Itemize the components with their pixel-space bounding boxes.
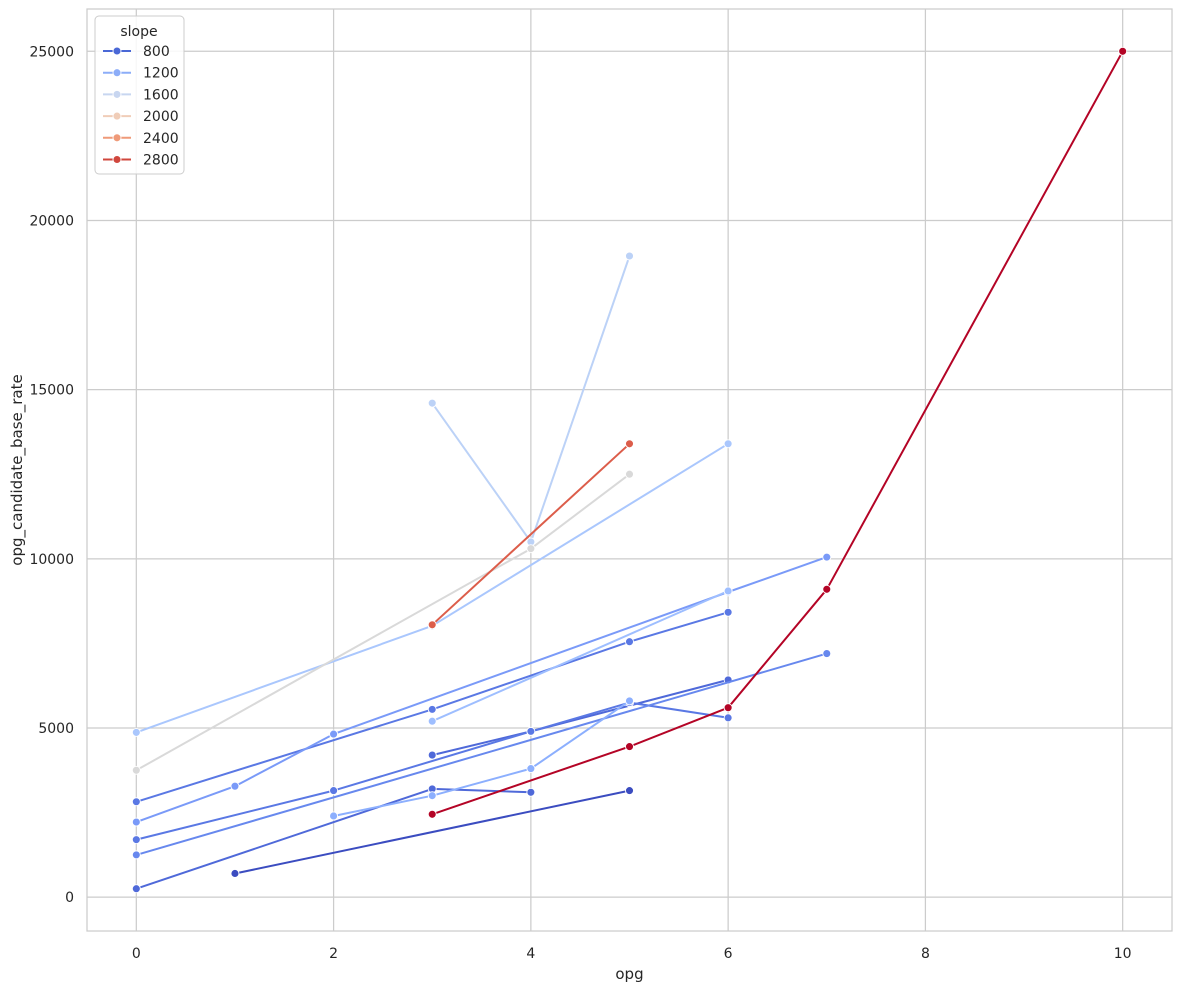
series-line — [333, 700, 631, 817]
y-tick-label: 20000 — [29, 213, 74, 229]
data-point — [526, 787, 536, 797]
y-tick-label: 10000 — [29, 552, 74, 568]
grid — [87, 9, 1172, 931]
legend-marker — [112, 46, 122, 56]
legend-marker — [112, 133, 122, 143]
data-point — [131, 850, 141, 860]
data-point — [131, 727, 141, 737]
data-point — [526, 726, 536, 736]
series-5 — [131, 649, 832, 860]
data-point — [427, 704, 437, 714]
legend-label: 2800 — [143, 153, 179, 169]
data-point — [723, 607, 733, 617]
legend-marker — [112, 111, 122, 121]
data-point — [131, 835, 141, 845]
data-point — [625, 786, 634, 796]
data-point — [427, 750, 437, 760]
series-4 — [131, 607, 733, 807]
data-point — [625, 637, 634, 647]
y-tick-label: 15000 — [29, 383, 74, 399]
data-point — [131, 765, 141, 775]
series-11 — [131, 469, 634, 775]
data-point — [329, 729, 339, 739]
legend-entry: 2400 — [103, 131, 179, 147]
data-point — [625, 251, 634, 261]
data-point — [427, 620, 437, 630]
data-point — [625, 469, 634, 479]
data-point — [625, 439, 634, 449]
x-tick-label: 4 — [526, 946, 535, 962]
series-line — [234, 789, 630, 875]
data-point — [625, 742, 634, 752]
data-point — [131, 817, 141, 827]
series-layer — [131, 46, 1128, 894]
y-tick-label: 5000 — [38, 721, 74, 737]
x-tick-label: 2 — [329, 946, 338, 962]
data-point — [427, 809, 437, 819]
data-point — [329, 811, 339, 821]
legend-entry: 2000 — [103, 109, 179, 125]
series-12 — [427, 439, 634, 630]
series-6 — [131, 552, 832, 827]
x-tick-label: 10 — [1114, 946, 1132, 962]
data-point — [822, 649, 832, 659]
legend-entry: 2800 — [103, 153, 179, 169]
data-point — [230, 869, 240, 878]
y-tick-label: 0 — [65, 890, 74, 906]
data-point — [723, 713, 733, 723]
x-tick-label: 0 — [132, 946, 141, 962]
series-0 — [230, 786, 634, 878]
data-point — [526, 764, 536, 774]
series-line — [136, 611, 729, 803]
legend-marker — [112, 155, 122, 164]
legend-marker — [112, 68, 122, 78]
x-axis-label: opg — [615, 965, 643, 983]
series-7 — [329, 696, 634, 821]
legend-label: 2400 — [143, 131, 179, 147]
data-point — [329, 786, 339, 796]
data-point — [723, 703, 733, 713]
data-point — [526, 544, 536, 554]
data-point — [230, 781, 240, 791]
data-point — [1118, 46, 1128, 56]
legend-label: 2000 — [143, 109, 179, 125]
legend-title: slope — [120, 24, 157, 40]
series-line — [136, 652, 828, 856]
data-point — [427, 398, 437, 408]
x-tick-label: 6 — [724, 946, 733, 962]
series-10 — [427, 251, 634, 547]
data-point — [131, 884, 141, 894]
series-line — [431, 443, 631, 626]
legend-entry: 1200 — [103, 66, 179, 82]
legend-label: 1600 — [143, 87, 179, 103]
legend-label: 1200 — [143, 66, 179, 82]
series-13 — [427, 46, 1128, 819]
tick-labels: 0 2 4 6 8 10 0 5000 10000 15000 20000 25000 — [29, 44, 1131, 962]
y-axis-label: opg_candidate_base_rate — [8, 374, 27, 565]
data-point — [131, 797, 141, 807]
legend-marker — [112, 89, 122, 99]
data-point — [427, 791, 437, 801]
series-3 — [131, 698, 733, 845]
data-point — [625, 696, 634, 706]
data-point — [822, 552, 832, 562]
legend-entry: 800 — [103, 44, 170, 60]
data-point — [723, 439, 733, 449]
data-point — [427, 716, 437, 726]
plot-frame — [86, 8, 1173, 932]
legend-label: 800 — [143, 44, 170, 60]
y-tick-label: 25000 — [29, 44, 74, 60]
series-line — [431, 590, 729, 723]
data-point — [822, 584, 832, 594]
legend: slope 800 1200 1600 2000 2400 2800 — [94, 15, 185, 175]
legend-entry: 1600 — [103, 87, 179, 103]
data-point — [723, 586, 733, 596]
x-tick-label: 8 — [921, 946, 930, 962]
series-8 — [427, 586, 733, 726]
